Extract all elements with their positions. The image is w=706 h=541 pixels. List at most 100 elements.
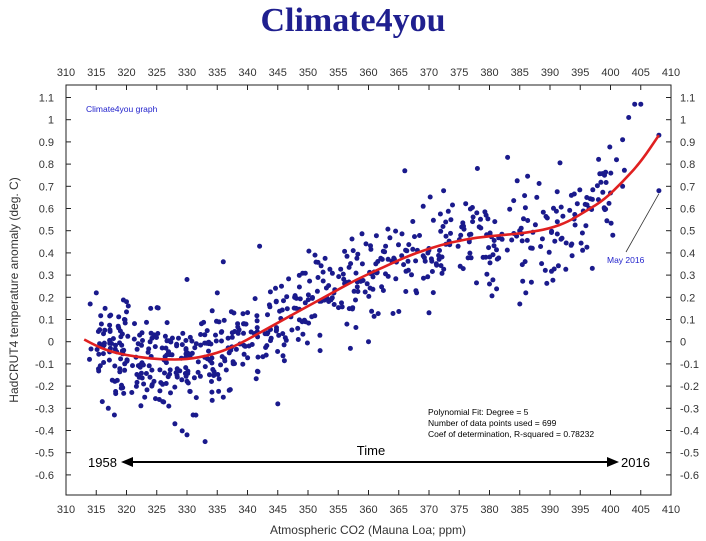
data-point — [96, 366, 101, 372]
x-tick-label: 395 — [571, 504, 589, 516]
data-point — [359, 231, 365, 237]
data-point — [369, 308, 375, 314]
y-tick-label-right: -0.5 — [680, 448, 699, 460]
data-point — [202, 332, 208, 338]
data-point — [353, 325, 359, 330]
data-point — [485, 216, 491, 222]
x-tick-label: 405 — [632, 504, 650, 516]
data-point — [589, 265, 595, 271]
data-point — [425, 274, 431, 280]
data-point — [429, 269, 435, 274]
data-point — [302, 300, 308, 306]
data-point — [347, 345, 353, 351]
data-point — [528, 245, 534, 251]
data-point — [165, 374, 171, 380]
data-point — [209, 308, 215, 314]
data-point — [443, 233, 449, 239]
data-point — [350, 305, 356, 311]
data-point — [301, 317, 307, 323]
data-point — [608, 170, 614, 176]
x-tick-label: 310 — [57, 504, 75, 516]
data-point — [577, 187, 583, 193]
data-point — [174, 372, 180, 378]
data-point — [213, 332, 218, 338]
data-point — [87, 301, 93, 307]
data-point — [114, 377, 120, 383]
data-point — [656, 188, 662, 194]
data-point — [135, 341, 141, 347]
data-point — [554, 219, 560, 225]
data-point — [557, 160, 563, 166]
data-point — [606, 200, 612, 206]
data-point — [193, 395, 199, 401]
data-point — [638, 101, 644, 107]
data-point — [461, 226, 467, 232]
x-tick-label-top: 405 — [632, 67, 650, 79]
data-point — [405, 258, 411, 264]
data-point — [534, 194, 540, 200]
data-point — [228, 309, 234, 315]
data-point — [109, 341, 114, 346]
data-point — [457, 263, 463, 269]
data-point — [289, 327, 295, 333]
data-point — [149, 335, 155, 341]
data-point — [632, 101, 638, 107]
data-point — [600, 189, 606, 195]
data-point — [209, 397, 215, 403]
data-point — [430, 290, 436, 296]
data-point — [487, 281, 492, 287]
data-point — [520, 278, 526, 284]
data-point — [420, 253, 426, 259]
data-point — [350, 248, 356, 254]
data-point — [195, 359, 201, 365]
data-point — [443, 219, 449, 225]
data-point — [124, 309, 129, 315]
data-point — [322, 255, 328, 261]
data-point — [483, 212, 489, 218]
data-point — [214, 318, 219, 324]
data-point — [232, 329, 238, 334]
data-point — [209, 379, 214, 384]
data-point — [254, 313, 260, 319]
data-point — [198, 342, 204, 348]
data-point — [596, 156, 602, 162]
data-point — [138, 370, 144, 376]
data-point — [589, 196, 595, 202]
y-tick-label-right: 0 — [680, 337, 686, 349]
data-point — [439, 254, 445, 260]
data-point — [373, 233, 379, 239]
data-point — [241, 330, 246, 336]
data-point — [191, 375, 197, 381]
data-point — [144, 319, 149, 325]
data-point — [222, 356, 227, 362]
data-point — [478, 216, 483, 222]
data-point — [396, 242, 401, 248]
data-point — [393, 228, 399, 234]
data-point — [252, 296, 258, 302]
data-point — [491, 243, 497, 249]
data-point — [164, 320, 170, 326]
data-point — [317, 348, 323, 354]
data-point — [544, 280, 550, 286]
data-point — [370, 274, 376, 280]
data-point — [218, 362, 224, 368]
data-point — [353, 270, 359, 276]
data-point — [354, 284, 360, 290]
data-point — [349, 236, 355, 242]
data-point — [94, 347, 100, 352]
y-tick-label-right: -0.2 — [680, 381, 699, 393]
data-point — [440, 224, 446, 229]
data-point — [140, 338, 145, 343]
data-point — [146, 346, 152, 352]
data-point — [620, 137, 626, 143]
data-point — [209, 389, 215, 395]
data-point — [122, 367, 128, 373]
data-point — [542, 267, 548, 273]
data-point — [342, 248, 348, 254]
data-point — [267, 304, 273, 310]
fit-info-1: Polynomial Fit: Degree = 5 — [428, 407, 529, 417]
y-tick-label-right: -0.4 — [680, 426, 699, 438]
y-tick-label: 0.5 — [39, 226, 54, 238]
data-point — [172, 421, 178, 427]
data-point — [306, 248, 312, 254]
